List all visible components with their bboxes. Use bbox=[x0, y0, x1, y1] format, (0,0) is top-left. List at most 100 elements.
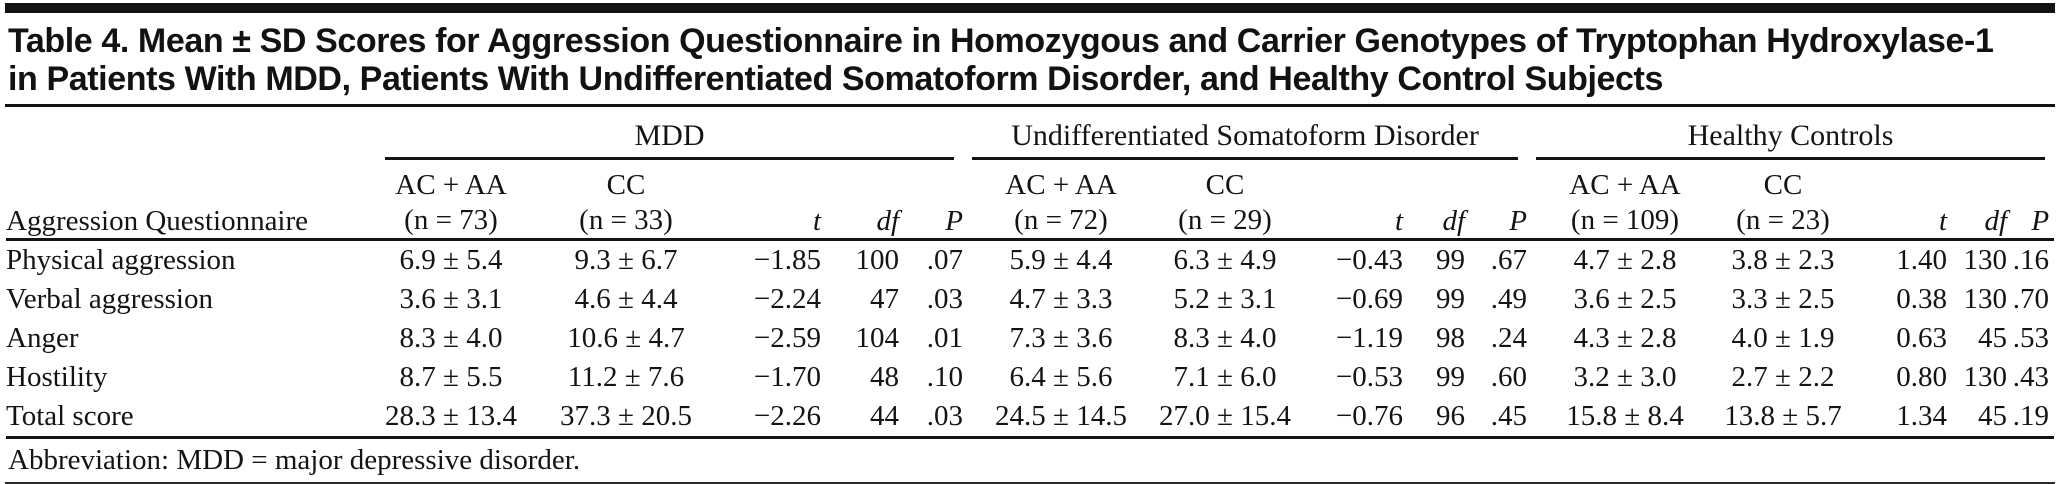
table-cell: 0.63 bbox=[1896, 322, 1948, 354]
table-cell: 7.3 ± 3.6 bbox=[1009, 322, 1113, 354]
column-header-mdd-cc-n: (n = 33) bbox=[579, 204, 673, 236]
table-cell: 27.0 ± 15.4 bbox=[1159, 397, 1292, 439]
table-cell: 6.9 ± 5.4 bbox=[399, 244, 503, 276]
table-cell: 3.3 ± 2.5 bbox=[1731, 283, 1835, 315]
column-header-hc-acaa-n: (n = 109) bbox=[1570, 204, 1680, 236]
table-cell: 0.80 bbox=[1896, 361, 1948, 393]
table-cell: .16 bbox=[2012, 244, 2050, 276]
column-header-hc-cc-n: (n = 23) bbox=[1736, 204, 1830, 236]
table-cell: 28.3 ± 13.4 bbox=[376, 397, 526, 439]
table-cell: .03 bbox=[926, 283, 964, 315]
bottom-double-rule bbox=[5, 482, 2055, 484]
table-cell: 4.7 ± 2.8 bbox=[1573, 244, 1677, 276]
table-cell: .19 bbox=[2007, 397, 2055, 439]
table-cell: 8.3 ± 4.0 bbox=[1173, 322, 1277, 354]
column-header-hc-cc: CC (n = 23) bbox=[1723, 160, 1844, 241]
table-cell: .45 bbox=[1465, 397, 1528, 439]
column-header-mdd-df: df bbox=[821, 160, 899, 241]
table-cell: 47 bbox=[870, 283, 899, 315]
table-cell: −2.59 bbox=[753, 322, 821, 354]
table-cell: 130 bbox=[1963, 283, 2008, 315]
table-cell: .49 bbox=[1490, 283, 1528, 315]
table-row-anger: Anger 8.3 ± 4.0 10.6 ± 4.7 −2.59 104 .01… bbox=[6, 319, 2054, 358]
table-cell: 48 bbox=[870, 361, 899, 393]
table-cell: .70 bbox=[2012, 283, 2050, 315]
table-cell: 99 bbox=[1436, 361, 1466, 393]
column-header-hc-p: P bbox=[2007, 160, 2055, 241]
table-cell: 1.34 bbox=[1843, 397, 1948, 439]
table-cell: 3.6 ± 3.1 bbox=[399, 283, 503, 315]
column-header-usd-p: P bbox=[1465, 160, 1528, 241]
table-cell: 6.3 ± 4.9 bbox=[1173, 244, 1277, 276]
table-cell: 0.38 bbox=[1896, 283, 1948, 315]
table-cell: 8.3 ± 4.0 bbox=[399, 322, 503, 354]
table-cell: .43 bbox=[2012, 361, 2050, 393]
table-title: Table 4. Mean ± SD Scores for Aggression… bbox=[8, 22, 2052, 98]
table-row-hostility: Hostility 8.7 ± 5.5 11.2 ± 7.6 −1.70 48 … bbox=[6, 358, 2054, 397]
column-header-mdd-acaa-genotype: AC + AA bbox=[395, 169, 507, 201]
table-footnote: Abbreviation: MDD = major depressive dis… bbox=[8, 444, 581, 476]
table-title-line-1: Table 4. Mean ± SD Scores for Aggression… bbox=[8, 22, 1994, 60]
group-header-somatoform: Undifferentiated Somatoform Disorder bbox=[963, 107, 1527, 160]
table-title-line-2: in Patients With MDD, Patients With Undi… bbox=[8, 60, 1663, 98]
table-cell: 130 bbox=[1963, 244, 2008, 276]
column-header-hc-acaa: AC + AA (n = 109) bbox=[1527, 160, 1724, 241]
group-header-healthy-controls: Healthy Controls bbox=[1527, 107, 2054, 160]
table-row-total-score: Total score 28.3 ± 13.4 37.3 ± 20.5 −2.2… bbox=[6, 397, 2055, 439]
table-cell: 44 bbox=[821, 397, 899, 439]
table-cell: −1.85 bbox=[753, 244, 821, 276]
table-cell: −2.24 bbox=[753, 283, 821, 315]
table-cell: 99 bbox=[1436, 283, 1466, 315]
table-cell: 104 bbox=[855, 322, 900, 354]
column-header-usd-cc: CC (n = 29) bbox=[1159, 160, 1292, 241]
column-header-usd-df: df bbox=[1403, 160, 1466, 241]
column-header-usd-acaa-n: (n = 72) bbox=[1014, 204, 1108, 236]
column-header-mdd-acaa: AC + AA (n = 73) bbox=[376, 160, 526, 241]
row-label: Verbal aggression bbox=[6, 283, 213, 315]
table-cell: .01 bbox=[926, 322, 964, 354]
table-cell: 45 bbox=[1947, 397, 2008, 439]
title-divider-rule bbox=[5, 104, 2055, 107]
table-cell: −0.69 bbox=[1335, 283, 1404, 315]
column-header-hc-t: t bbox=[1843, 160, 1948, 241]
column-header-usd-acaa-genotype: AC + AA bbox=[1005, 169, 1117, 201]
table-cell: 6.4 ± 5.6 bbox=[1009, 361, 1113, 393]
column-header-mdd-t: t bbox=[726, 160, 821, 241]
table-cell: 96 bbox=[1403, 397, 1466, 439]
table-cell: −2.26 bbox=[726, 397, 821, 439]
column-header-usd-cc-n: (n = 29) bbox=[1178, 204, 1272, 236]
table-cell: −0.76 bbox=[1291, 397, 1404, 439]
column-header-mdd-acaa-n: (n = 73) bbox=[404, 204, 498, 236]
table-cell: 45 bbox=[1978, 322, 2008, 354]
table-cell: 5.9 ± 4.4 bbox=[1009, 244, 1113, 276]
table-cell: .03 bbox=[899, 397, 964, 439]
column-header-questionnaire: Aggression Questionnaire bbox=[6, 160, 376, 241]
table-cell: 7.1 ± 6.0 bbox=[1173, 361, 1277, 393]
table-cell: 100 bbox=[855, 244, 900, 276]
table-row-verbal-aggression: Verbal aggression 3.6 ± 3.1 4.6 ± 4.4 −2… bbox=[6, 280, 2054, 319]
table-cell: 3.8 ± 2.3 bbox=[1731, 244, 1835, 276]
table-cell: .07 bbox=[926, 244, 964, 276]
table-cell: 5.2 ± 3.1 bbox=[1173, 283, 1277, 315]
table-cell: 4.6 ± 4.4 bbox=[574, 283, 678, 315]
column-header-mdd-cc: CC (n = 33) bbox=[526, 160, 726, 241]
table-cell: 37.3 ± 20.5 bbox=[526, 397, 726, 439]
table-cell: 10.6 ± 4.7 bbox=[567, 322, 685, 354]
table-cell: 8.7 ± 5.5 bbox=[399, 361, 503, 393]
table-cell: 13.8 ± 5.7 bbox=[1723, 397, 1844, 439]
column-header-usd-t: t bbox=[1291, 160, 1404, 241]
top-rule-bar bbox=[5, 3, 2055, 13]
column-header-usd-cc-genotype: CC bbox=[1205, 169, 1245, 201]
table-cell: 130 bbox=[1963, 361, 2008, 393]
table-cell: 98 bbox=[1436, 322, 1466, 354]
table-cell: .24 bbox=[1490, 322, 1528, 354]
table-row-physical-aggression: Physical aggression 6.9 ± 5.4 9.3 ± 6.7 … bbox=[6, 240, 2054, 281]
table-cell: −1.19 bbox=[1335, 322, 1404, 354]
table-cell: 24.5 ± 14.5 bbox=[963, 397, 1160, 439]
column-header-row: Aggression Questionnaire AC + AA (n = 73… bbox=[6, 160, 2055, 241]
row-label: Total score bbox=[6, 397, 376, 439]
table-cell: 4.7 ± 3.3 bbox=[1009, 283, 1113, 315]
table-cell: .67 bbox=[1490, 244, 1528, 276]
column-header-hc-acaa-genotype: AC + AA bbox=[1569, 169, 1681, 201]
